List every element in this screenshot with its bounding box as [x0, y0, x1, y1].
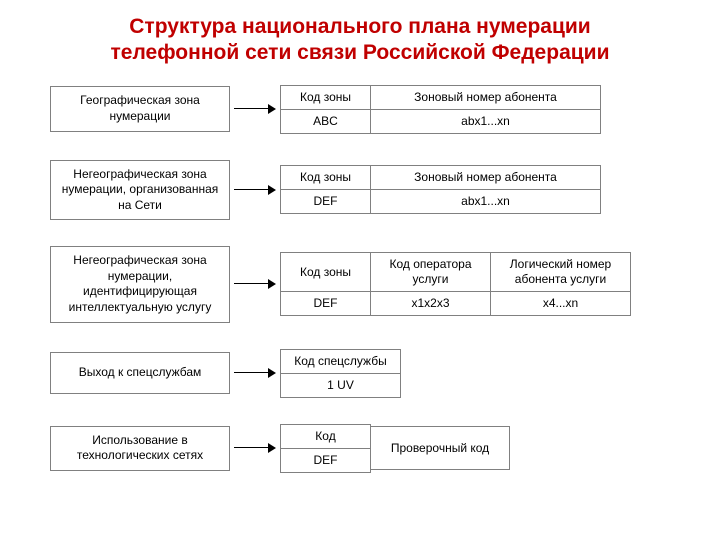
value-cell: abx1...xn [371, 109, 601, 133]
value-cell: abx1...xn [371, 190, 601, 214]
value-cell: 1 UV [281, 373, 401, 397]
label-box: Негеографическая зона нумерации, организ… [50, 160, 230, 221]
row-tech-networks: Использование в технологических сетях Ко… [0, 424, 720, 473]
arrow-icon [230, 443, 280, 453]
header-cell: Код [281, 424, 371, 448]
structure-table: Код зоны Зоновый номер абонента DEF abx1… [280, 165, 601, 214]
header-cell: Код зоны [281, 253, 371, 292]
row-non-geo-net: Негеографическая зона нумерации, организ… [0, 160, 720, 221]
header-cell: Код зоны [281, 166, 371, 190]
row-non-geo-intel: Негеографическая зона нумерации, идентиф… [0, 246, 720, 322]
label-box: Негеографическая зона нумерации, идентиф… [50, 246, 230, 322]
value-cell: ABC [281, 109, 371, 133]
row-special-services: Выход к спецслужбам Код спецслужбы 1 UV [0, 349, 720, 398]
arrow-icon [230, 368, 280, 378]
side-label: Проверочный код [370, 426, 510, 470]
structure-table: Код зоны Код оператора услуги Логический… [280, 252, 631, 316]
value-cell: DEF [281, 292, 371, 316]
header-cell: Код зоны [281, 85, 371, 109]
row-geographic: Географическая зона нумерации Код зоны З… [0, 85, 720, 134]
header-cell: Зоновый номер абонента [371, 166, 601, 190]
header-cell: Код оператора услуги [371, 253, 491, 292]
page: Структура национального плана нумерации … [0, 0, 720, 540]
diagram-rows: Географическая зона нумерации Код зоны З… [0, 85, 720, 473]
structure-table: Код спецслужбы 1 UV [280, 349, 401, 398]
header-cell: Зоновый номер абонента [371, 85, 601, 109]
label-box: Выход к спецслужбам [50, 352, 230, 394]
header-cell: Код спецслужбы [281, 349, 401, 373]
structure-table: Код зоны Зоновый номер абонента ABC abx1… [280, 85, 601, 134]
label-box: Географическая зона нумерации [50, 86, 230, 131]
structure-table: Код DEF [280, 424, 371, 473]
value-cell: x1x2x3 [371, 292, 491, 316]
arrow-icon [230, 185, 280, 195]
arrow-icon [230, 104, 280, 114]
arrow-icon [230, 279, 280, 289]
value-cell: DEF [281, 448, 371, 472]
page-title: Структура национального плана нумерации … [26, 14, 694, 67]
title-line1: Структура национального плана нумерации [129, 15, 590, 38]
value-cell: DEF [281, 190, 371, 214]
title-line2: телефонной сети связи Российской Федерац… [111, 41, 610, 64]
label-box: Использование в технологических сетях [50, 426, 230, 471]
header-cell: Логический номер абонента услуги [491, 253, 631, 292]
value-cell: x4...xn [491, 292, 631, 316]
